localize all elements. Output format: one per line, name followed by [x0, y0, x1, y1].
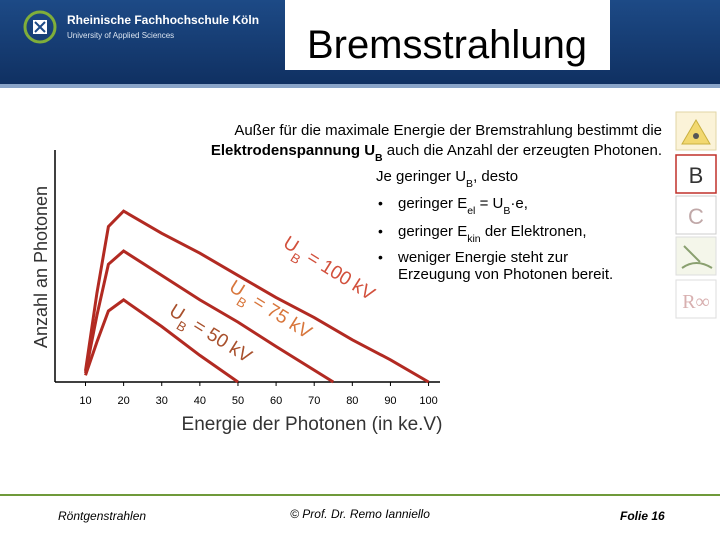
- header-rule: [0, 84, 720, 88]
- r-box: [675, 279, 717, 319]
- text-run: der Elektronen,: [481, 223, 587, 240]
- text-run: Erzeugung von Photonen bereit.: [398, 266, 613, 283]
- text-run: Je geringer U: [376, 168, 466, 185]
- footer-right: Folie 16: [620, 509, 665, 523]
- school-name: Rheinische Fachhochschule Köln: [67, 13, 259, 27]
- footer-left: Röntgenstrahlen: [58, 509, 146, 523]
- x-tick-label: 20: [117, 395, 129, 407]
- bullet-text: Erzeugung von Photonen bereit.: [398, 266, 613, 283]
- x-tick-label: 70: [308, 395, 320, 407]
- text-run: , desto: [473, 168, 518, 185]
- intro-line: Elektrodenspannung UB auch die Anzahl de…: [211, 142, 662, 164]
- text-run: Elektrodenspannung U: [211, 142, 375, 159]
- c-label: C: [688, 204, 704, 229]
- r-label: R∞: [682, 291, 710, 313]
- text-run: = 50 kV: [185, 312, 256, 367]
- text-run: B: [503, 205, 510, 217]
- spectrum-line: [84, 209, 430, 384]
- bullet: •: [378, 195, 383, 211]
- bullet-text: geringer Eel = UB·e,: [398, 195, 528, 217]
- b-box: [675, 154, 717, 194]
- logo: [23, 10, 57, 44]
- bullet: •: [378, 249, 383, 265]
- x-tick-label: 80: [346, 395, 358, 407]
- slide-title: Bremsstrahlung: [307, 23, 587, 67]
- school-subtitle: University of Applied Sciences: [67, 31, 174, 40]
- text-run: geringer E: [398, 223, 467, 240]
- text-run: auch die Anzahl der erzeugten Photonen.: [383, 142, 662, 159]
- spectrum-line: [84, 249, 335, 384]
- bullet: •: [378, 223, 383, 239]
- text-run: = 100 kV: [299, 244, 379, 305]
- bullet-text: geringer Ekin der Elektronen,: [398, 223, 587, 245]
- text-run: B: [466, 178, 473, 190]
- text-run: = 75 kV: [245, 288, 316, 343]
- x-tick-label: 30: [156, 395, 168, 407]
- bullet-text: weniger Energie steht zur: [397, 249, 568, 266]
- text-run: B: [375, 152, 383, 164]
- text-run: kin: [467, 233, 481, 245]
- b-label: B: [689, 163, 704, 188]
- text-run: geringer E: [398, 195, 467, 212]
- text-run: weniger Energie steht zur: [397, 249, 568, 266]
- x-tick-label: 50: [232, 395, 244, 407]
- text-run: = U: [475, 195, 503, 212]
- x-tick-label: 60: [270, 395, 282, 407]
- text-run: el: [467, 205, 475, 217]
- intro-line: Außer für die maximale Energie der Brems…: [234, 122, 662, 139]
- image-icon: [675, 236, 717, 276]
- footer-center: © Prof. Dr. Remo Ianniello: [290, 507, 430, 521]
- x-axis-title: Energie der Photonen (in ke.V): [182, 414, 443, 435]
- x-tick-label: 40: [194, 395, 206, 407]
- spectrum-line: [84, 298, 239, 384]
- c-box: [675, 195, 717, 235]
- lead-line: Je geringer UB, desto: [376, 168, 518, 190]
- x-tick-label: 100: [419, 395, 437, 407]
- sidebar: B C R∞: [675, 111, 717, 319]
- x-tick-label: 90: [384, 395, 396, 407]
- curve-label: UB = 100 kV: [276, 232, 378, 309]
- y-axis-title: Anzahl an Photonen: [31, 186, 51, 348]
- text-run: Außer für die maximale Energie der Brems…: [234, 122, 662, 139]
- text-run: ·e,: [510, 195, 528, 212]
- x-tick-label: 10: [79, 395, 91, 407]
- title-box: [285, 0, 610, 70]
